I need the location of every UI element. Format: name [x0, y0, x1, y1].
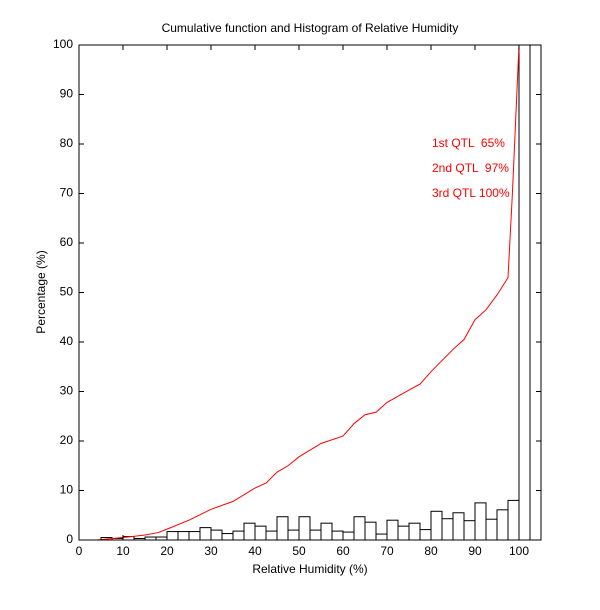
- x-tick-label: 30: [204, 544, 218, 558]
- histogram-bar: [221, 533, 234, 541]
- histogram-bar: [287, 529, 300, 541]
- chart-title: Cumulative function and Histogram of Rel…: [162, 21, 459, 35]
- y-tick-label: 60: [60, 235, 74, 249]
- histogram-bar: [485, 518, 498, 541]
- x-tick-label: 90: [468, 544, 482, 558]
- histogram-bar: [254, 525, 267, 541]
- axes-box: [78, 44, 542, 541]
- histogram-bar: [199, 527, 212, 541]
- y-tick-label: 80: [60, 136, 74, 150]
- histogram-bar: [452, 512, 465, 541]
- histogram-bar: [309, 529, 322, 541]
- histogram-bar: [342, 531, 355, 541]
- y-tick-label: 50: [60, 285, 74, 299]
- histogram-bar: [441, 518, 454, 541]
- x-tick-label: 50: [292, 544, 306, 558]
- y-tick-label: 10: [60, 483, 74, 497]
- histogram-bar: [397, 525, 410, 541]
- x-tick-label: 80: [424, 544, 438, 558]
- x-tick-label: 20: [160, 544, 174, 558]
- histogram-bar: [430, 510, 443, 541]
- histogram-bar: [496, 509, 509, 541]
- histogram-bar: [243, 522, 256, 541]
- x-tick-label: 100: [509, 544, 529, 558]
- histogram-bar: [353, 516, 366, 541]
- x-tick-label: 10: [116, 544, 130, 558]
- histogram-bar: [232, 530, 245, 541]
- annotation: 2nd QTL 97%: [432, 161, 509, 175]
- histogram-bar: [298, 516, 311, 541]
- annotation: 3rd QTL 100%: [432, 186, 510, 200]
- histogram-bar: [331, 530, 344, 541]
- y-tick-label: 90: [60, 87, 74, 101]
- annotation: 1st QTL 65%: [432, 136, 505, 150]
- histogram-bar: [463, 520, 476, 541]
- histogram-bar: [364, 521, 377, 541]
- histogram-bar: [188, 531, 201, 541]
- histogram-bar: [375, 533, 388, 541]
- y-tick-label: 40: [60, 334, 74, 348]
- x-tick-label: 60: [336, 544, 350, 558]
- histogram-bar: [210, 529, 223, 541]
- x-tick-label: 70: [380, 544, 394, 558]
- histogram-bar: [518, 44, 531, 541]
- x-tick-label: 0: [76, 544, 83, 558]
- y-tick-label: 70: [60, 186, 74, 200]
- y-tick-label: 100: [53, 37, 73, 51]
- histogram-bar: [474, 502, 487, 541]
- histogram-bar: [265, 530, 278, 541]
- histogram-bar: [177, 531, 190, 541]
- histogram-bar: [320, 522, 333, 541]
- histogram-bar: [386, 519, 399, 541]
- y-tick-label: 30: [60, 384, 74, 398]
- x-axis-label: Relative Humidity (%): [252, 562, 367, 576]
- cumulative-line: [96, 44, 520, 541]
- y-axis-label: Percentage (%): [34, 250, 48, 333]
- histogram-bar: [507, 499, 520, 541]
- histogram-bar: [408, 522, 421, 541]
- y-tick-label: 0: [66, 532, 73, 546]
- x-tick-label: 40: [248, 544, 262, 558]
- histogram-bar: [166, 531, 179, 541]
- histogram-bar: [419, 529, 432, 541]
- y-tick-label: 20: [60, 433, 74, 447]
- histogram-bar: [276, 516, 289, 541]
